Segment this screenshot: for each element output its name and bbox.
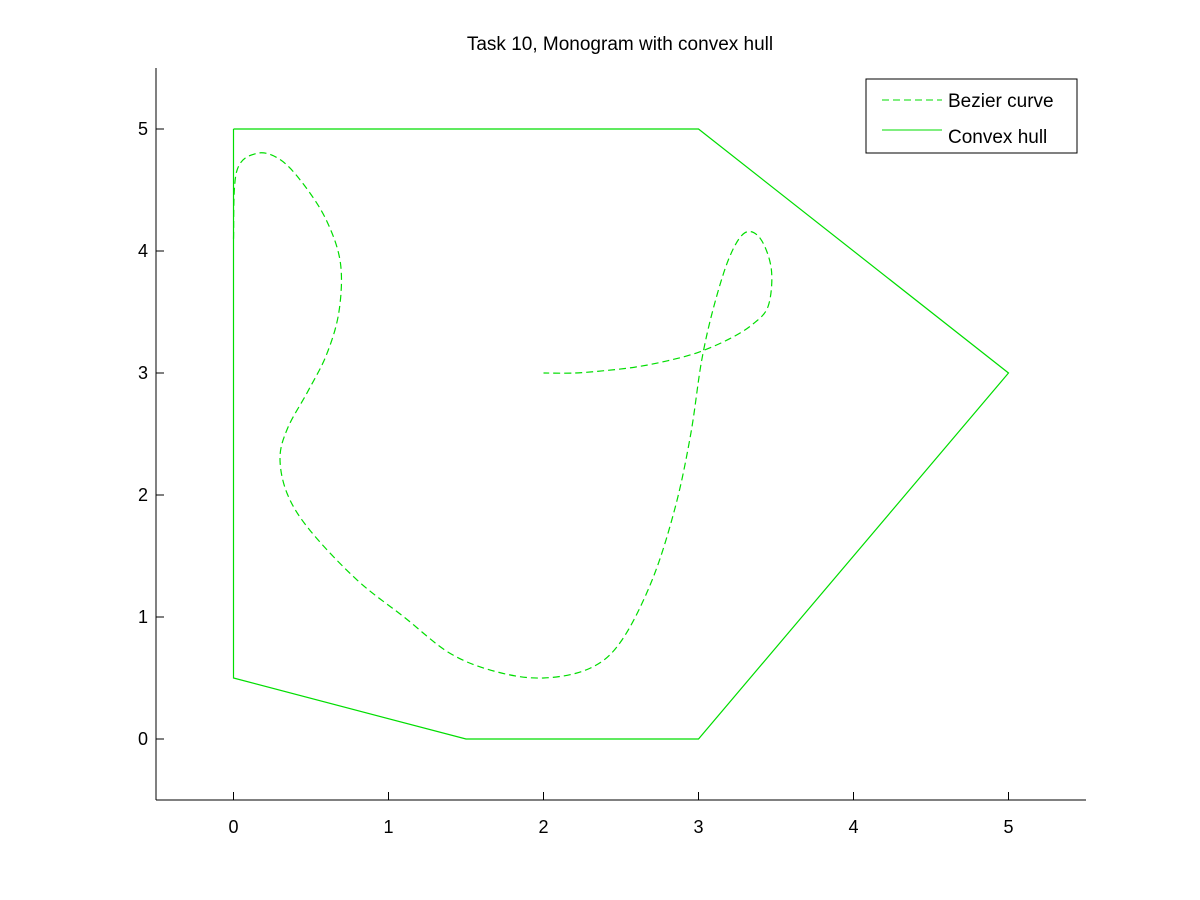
legend: Bezier curve Convex hull (865, 78, 1078, 154)
x-tick-label: 3 (693, 817, 703, 837)
x-tick-label: 4 (848, 817, 858, 837)
y-tick-label: 4 (138, 241, 148, 261)
x-tick-label: 0 (228, 817, 238, 837)
x-tick-label: 1 (383, 817, 393, 837)
series-layer (232, 128, 1010, 740)
y-tick-label: 1 (138, 607, 148, 627)
x-axis-ticks: 0 1 2 3 4 5 (228, 792, 1014, 837)
legend-label-convex-hull: Convex hull (948, 127, 1047, 148)
x-tick-label: 2 (538, 817, 548, 837)
legend-label-bezier-curve: Bezier curve (948, 91, 1054, 112)
y-axis-ticks: 0 1 2 3 4 5 (138, 119, 164, 749)
series-line-bezier-curve (232, 152, 773, 679)
x-tick-label: 5 (1003, 817, 1013, 837)
y-tick-label: 0 (138, 729, 148, 749)
y-tick-label: 2 (138, 485, 148, 505)
chart-title: Task 10, Monogram with convex hull (467, 34, 773, 55)
y-tick-label: 3 (138, 363, 148, 383)
series-line-convex-hull (232, 128, 1010, 740)
y-tick-label: 5 (138, 119, 148, 139)
plot-area: 0 1 2 3 4 5 0 1 2 3 4 5 (138, 68, 1086, 837)
legend-box (865, 78, 1078, 154)
